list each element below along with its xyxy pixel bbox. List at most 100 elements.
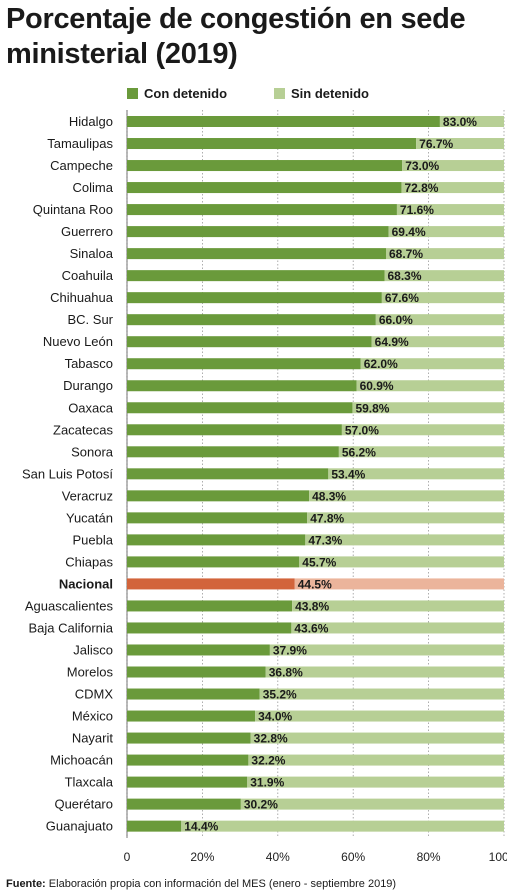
data-label: 62.0% <box>364 357 398 371</box>
bar-con-detenido <box>127 314 376 326</box>
bar-sin-detenido <box>402 160 504 172</box>
bar-con-detenido <box>127 116 440 127</box>
bar-sin-detenido <box>299 556 504 568</box>
bar-con-detenido <box>127 512 308 524</box>
category-label: Morelos <box>67 665 114 680</box>
bar-con-detenido <box>127 578 295 590</box>
bar-sin-detenido <box>401 182 504 194</box>
data-label: 59.8% <box>355 401 389 415</box>
category-label: Guanajuato <box>46 819 113 834</box>
category-label: Guerrero <box>61 224 113 239</box>
x-tick-label: 20% <box>190 850 214 864</box>
bar-sin-detenido <box>307 512 504 524</box>
bar-con-detenido <box>127 402 353 414</box>
category-label: Baja California <box>28 620 113 635</box>
data-label: 72.8% <box>404 181 438 195</box>
bar-sin-detenido <box>352 402 504 414</box>
bar-sin-detenido <box>385 248 504 260</box>
bar-sin-detenido <box>371 336 504 348</box>
bar-sin-detenido <box>269 644 504 656</box>
bar-con-detenido <box>127 468 329 480</box>
data-label: 76.7% <box>419 137 453 151</box>
bar-sin-detenido <box>265 666 504 678</box>
data-label: 44.5% <box>298 577 332 591</box>
data-label: 43.6% <box>294 621 328 635</box>
bar-sin-detenido <box>356 380 504 392</box>
category-label: Campeche <box>50 158 113 173</box>
bar-con-detenido <box>127 292 382 304</box>
x-tick-label: 100% <box>489 850 507 864</box>
data-label: 35.2% <box>263 688 297 702</box>
bar-con-detenido <box>127 446 339 458</box>
data-label: 57.0% <box>345 423 379 437</box>
category-label: Tabasco <box>65 356 113 371</box>
bar-con-detenido <box>127 160 403 172</box>
category-label: Chihuahua <box>50 290 114 305</box>
legend-swatch-con-detenido <box>127 87 138 99</box>
bar-sin-detenido <box>247 776 504 788</box>
category-label: Oaxaca <box>68 400 114 415</box>
footnote-label: Fuente: <box>6 878 46 890</box>
data-label: 67.6% <box>385 291 419 305</box>
data-label: 32.2% <box>251 754 285 768</box>
bar-con-detenido <box>127 248 386 260</box>
legend-label-con-detenido: Con detenido <box>144 85 228 101</box>
data-label: 60.9% <box>360 379 394 393</box>
data-label: 53.4% <box>331 467 365 481</box>
category-label: Nuevo León <box>43 334 113 349</box>
category-label: Durango <box>63 378 113 393</box>
x-tick-label: 40% <box>266 850 290 864</box>
category-label: San Luis Potosí <box>22 466 113 481</box>
bar-con-detenido <box>127 226 389 238</box>
bar-con-detenido <box>127 776 248 788</box>
bar-con-detenido <box>127 622 292 634</box>
bar-sin-detenido <box>341 424 504 436</box>
bar-con-detenido <box>127 336 372 348</box>
bar-con-detenido <box>127 182 402 194</box>
data-label: 68.7% <box>389 247 423 261</box>
category-label: Tamaulipas <box>47 136 113 151</box>
bar-con-detenido <box>127 204 397 216</box>
x-tick-label: 0 <box>124 850 131 864</box>
legend-swatch-sin-detenido <box>274 87 285 99</box>
chart-title: Porcentaje de congestión en sede ministe… <box>6 3 466 70</box>
category-label: Coahuila <box>62 268 114 283</box>
data-label: 83.0% <box>443 115 477 129</box>
category-label: Veracruz <box>62 488 113 503</box>
category-label: Hidalgo <box>69 114 113 129</box>
bar-sin-detenido <box>294 578 504 590</box>
category-label: México <box>72 709 113 724</box>
category-label: Sonora <box>71 444 114 459</box>
bar-con-detenido <box>127 490 310 502</box>
category-label: Zacatecas <box>53 422 113 437</box>
data-label: 43.8% <box>295 599 329 613</box>
data-label: 48.3% <box>312 489 346 503</box>
category-label: Querétaro <box>54 797 113 812</box>
bar-sin-detenido <box>240 798 504 810</box>
bar-sin-detenido <box>248 754 504 766</box>
bar-con-detenido <box>127 380 357 392</box>
bar-sin-detenido <box>292 600 504 612</box>
bar-con-detenido <box>127 534 306 546</box>
bar-sin-detenido <box>416 138 504 150</box>
data-label: 47.8% <box>310 511 344 525</box>
bar-con-detenido <box>127 732 251 744</box>
data-label: 71.6% <box>400 203 434 217</box>
bar-con-detenido <box>127 600 293 612</box>
data-label: 31.9% <box>250 776 284 790</box>
bar-con-detenido <box>127 666 266 678</box>
data-label: 34.0% <box>258 710 292 724</box>
bar-con-detenido <box>127 688 260 700</box>
category-label: Yucatán <box>66 510 113 525</box>
bar-con-detenido <box>127 358 361 370</box>
data-label: 66.0% <box>379 313 413 327</box>
bar-con-detenido <box>127 270 385 282</box>
category-label: Quintana Roo <box>33 202 113 217</box>
data-label: 32.8% <box>254 732 288 746</box>
bar-sin-detenido <box>439 116 504 127</box>
legend-item-con-detenido: Con detenido <box>127 85 227 101</box>
category-label: Puebla <box>73 532 114 547</box>
data-label: 45.7% <box>302 555 336 569</box>
data-label: 36.8% <box>269 666 303 680</box>
